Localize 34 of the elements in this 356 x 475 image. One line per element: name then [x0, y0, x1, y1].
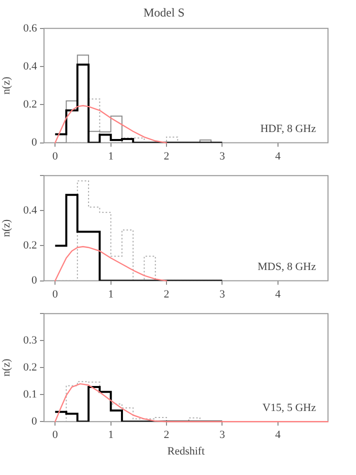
x-tick-label: 2 — [164, 150, 170, 162]
x-tick-label: 4 — [275, 150, 282, 162]
y-axis-title: n(z) — [0, 358, 12, 376]
y-tick-label: 0.2 — [23, 98, 37, 111]
y-tick-label: 0.2 — [23, 361, 37, 374]
chart-title: Model S — [143, 5, 185, 20]
x-tick-label: 0 — [52, 150, 58, 162]
y-tick-label: 0 — [32, 136, 38, 149]
y-axis-title: n(z) — [0, 76, 12, 94]
annotation: MDS, 8 GHz — [258, 261, 316, 274]
x-tick-label: 2 — [164, 288, 170, 300]
y-tick-label: 0.4 — [23, 60, 38, 72]
annotation: HDF, 8 GHz — [260, 123, 316, 136]
y-tick-label: 0.4 — [23, 204, 38, 217]
x-tick-label: 2 — [164, 429, 170, 442]
x-axis-title: Redshift — [167, 445, 205, 458]
x-tick-label: 4 — [275, 288, 282, 300]
x-tick-label: 3 — [219, 288, 226, 300]
x-tick-label: 0 — [52, 288, 58, 300]
x-tick-label: 3 — [219, 429, 226, 442]
x-tick-label: 3 — [219, 150, 226, 162]
x-tick-label: 1 — [108, 429, 114, 442]
y-tick-label: 0.1 — [23, 388, 37, 400]
y-tick-label: 0.3 — [23, 334, 38, 346]
y-axis-title: n(z) — [0, 219, 12, 238]
x-tick-label: 4 — [275, 429, 282, 442]
y-tick-label: 0 — [32, 274, 38, 287]
y-tick-label: 0 — [32, 415, 38, 428]
annotation: V15, 5 GHz — [262, 402, 316, 414]
x-tick-label: 1 — [108, 150, 114, 162]
x-tick-label: 1 — [108, 288, 114, 300]
y-tick-label: 0.2 — [23, 240, 37, 252]
y-tick-label: 0.6 — [23, 22, 38, 34]
x-tick-label: 0 — [52, 429, 58, 442]
